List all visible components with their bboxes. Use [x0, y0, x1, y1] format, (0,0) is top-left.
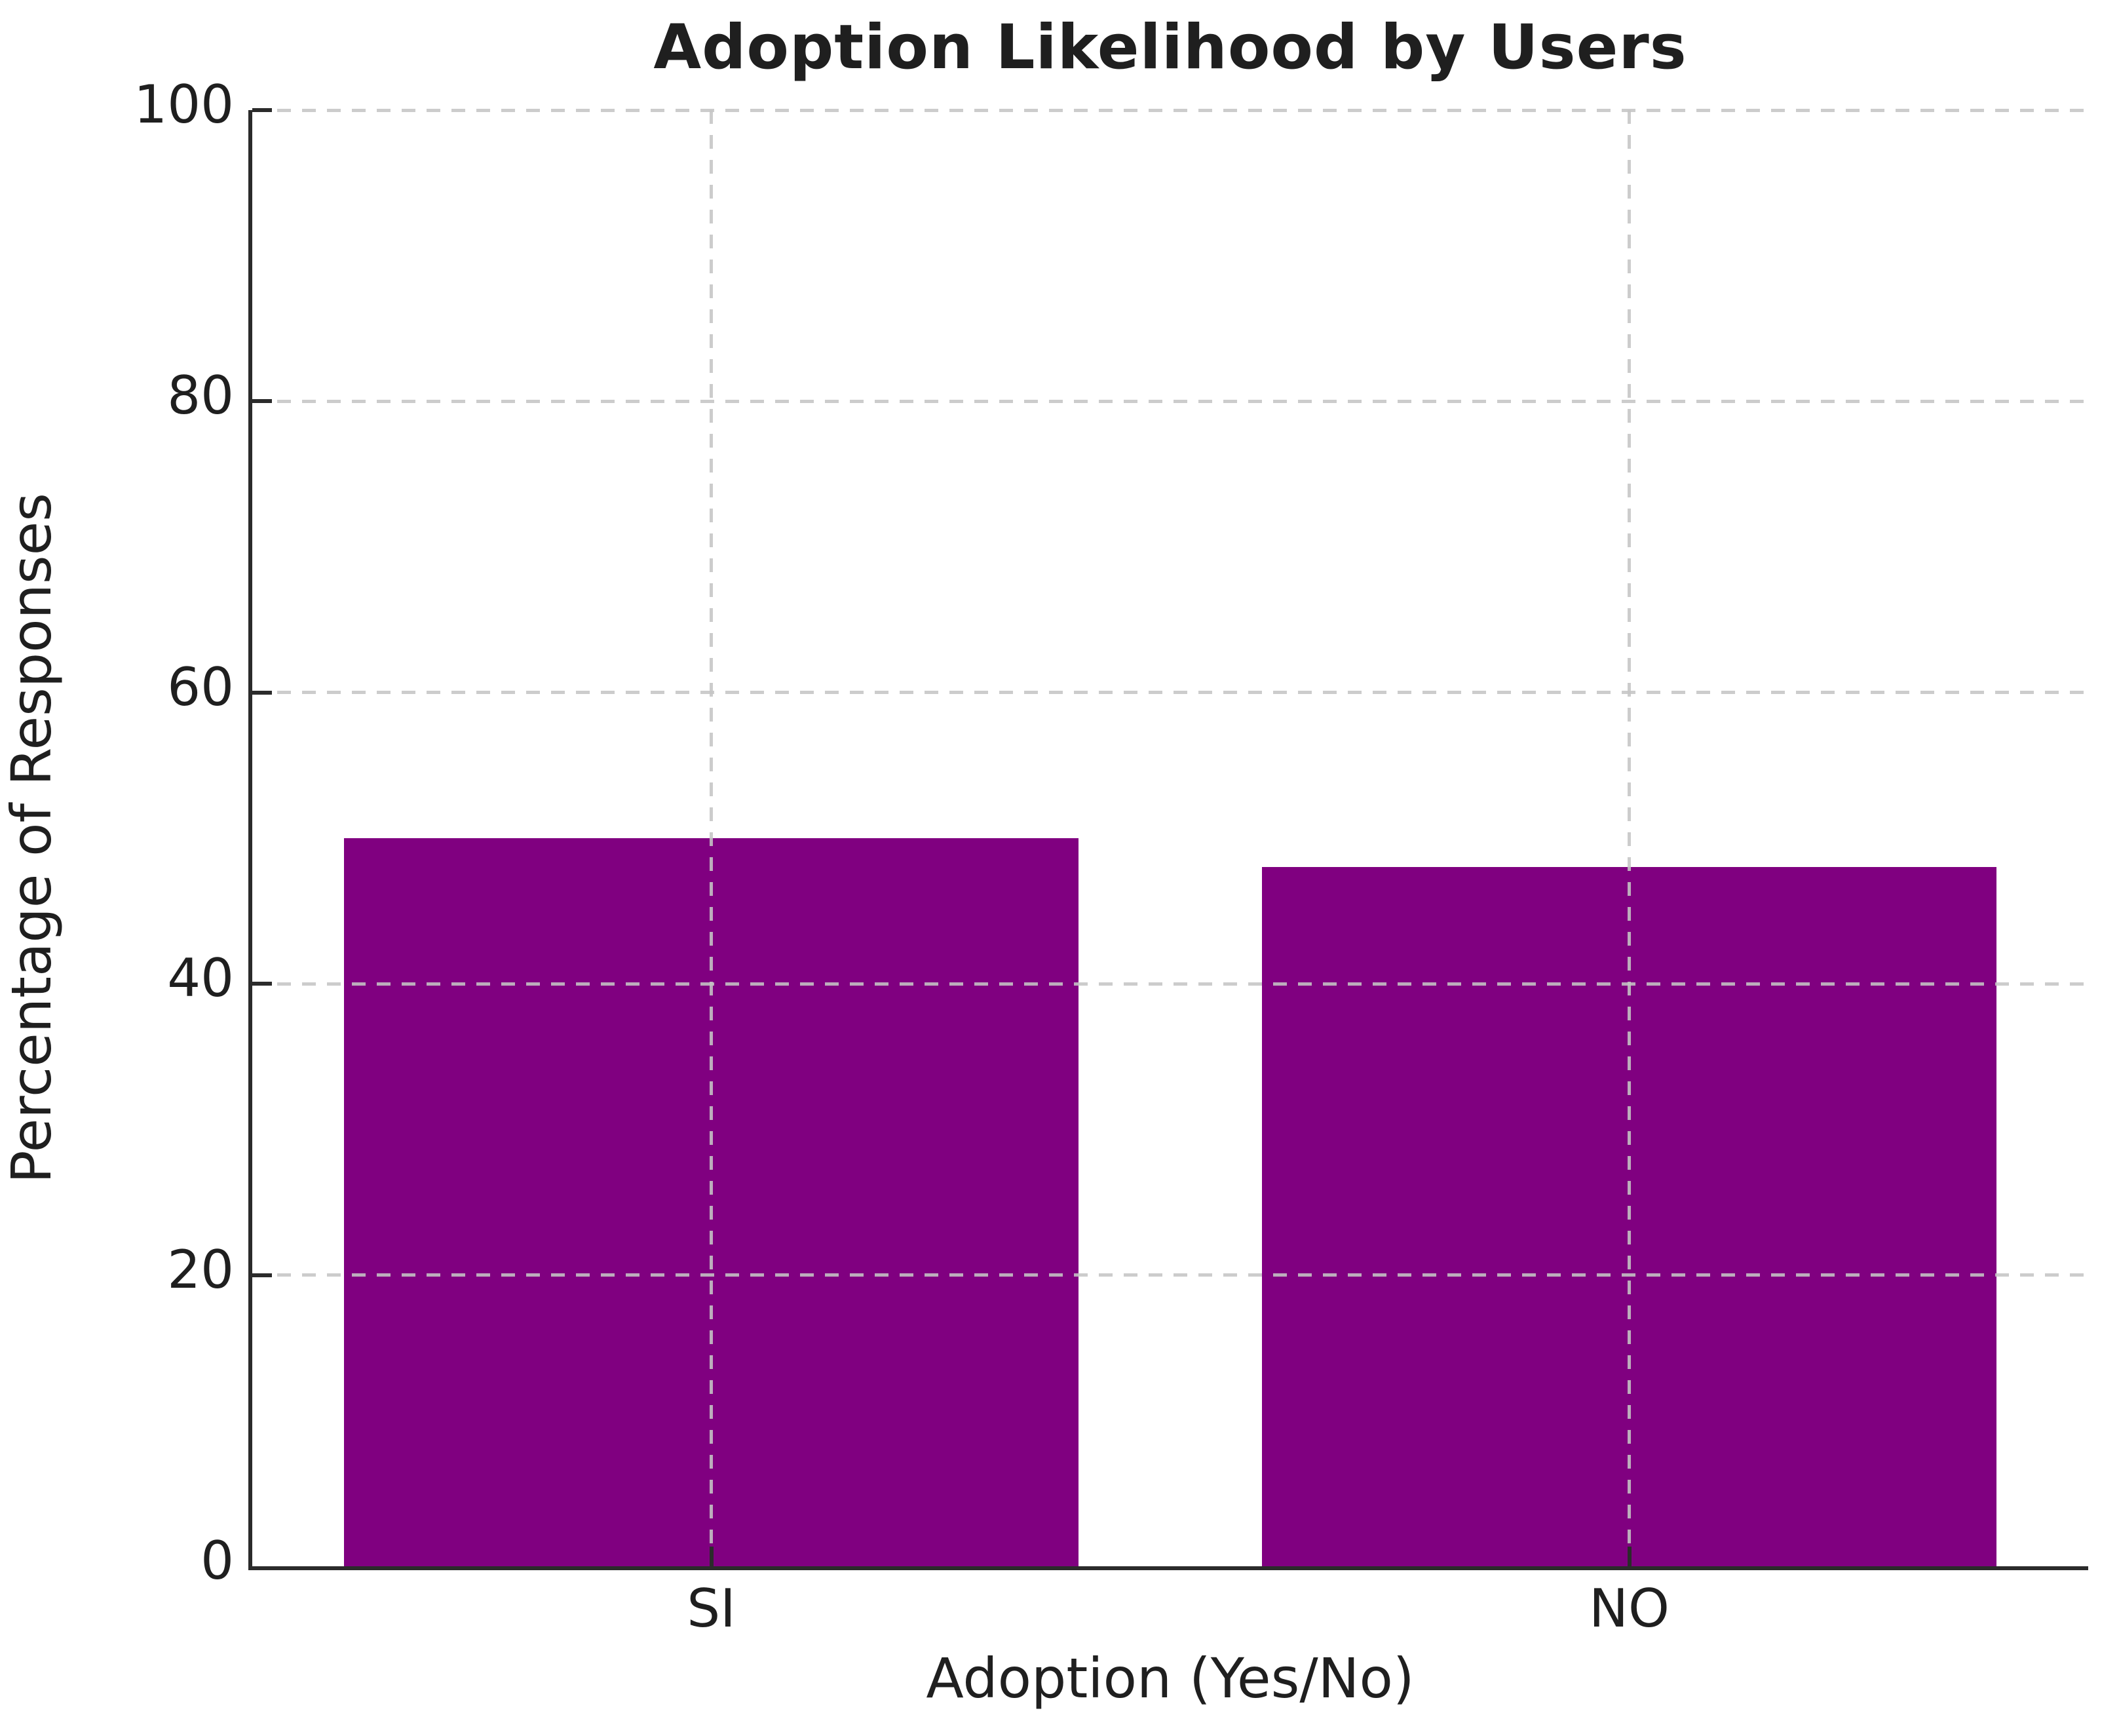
- x-tick-si: [709, 1547, 714, 1566]
- y-axis-spine: [248, 110, 252, 1570]
- y-tick-40: [252, 982, 272, 986]
- gridline-y-40: [252, 982, 2088, 986]
- y-tick-label-80: 80: [167, 365, 234, 427]
- x-tick-label-no: NO: [1589, 1578, 1670, 1639]
- chart-title: Adoption Likelihood by Users: [653, 12, 1687, 83]
- x-tick-label-si: SI: [687, 1578, 736, 1639]
- gridline-x-si: [710, 110, 713, 1566]
- gridline-y-100: [252, 108, 2088, 112]
- y-axis-label: Percentage of Responses: [0, 492, 64, 1184]
- x-axis-spine: [248, 1566, 2088, 1570]
- y-tick-label-20: 20: [167, 1239, 234, 1300]
- gridline-y-60: [252, 691, 2088, 695]
- gridline-y-20: [252, 1273, 2088, 1277]
- gridline-y-80: [252, 399, 2088, 403]
- x-axis-label: Adoption (Yes/No): [926, 1646, 1415, 1710]
- y-tick-label-0: 0: [200, 1530, 234, 1591]
- y-tick-label-60: 60: [167, 656, 234, 718]
- y-tick-80: [252, 399, 272, 404]
- y-tick-60: [252, 690, 272, 695]
- y-tick-label-40: 40: [167, 948, 234, 1009]
- y-tick-label-100: 100: [134, 74, 234, 135]
- plot-area: [248, 108, 2088, 1570]
- gridline-x-no: [1628, 110, 1631, 1566]
- y-tick-100: [252, 108, 272, 112]
- x-tick-no: [1627, 1547, 1632, 1566]
- y-tick-20: [252, 1273, 272, 1277]
